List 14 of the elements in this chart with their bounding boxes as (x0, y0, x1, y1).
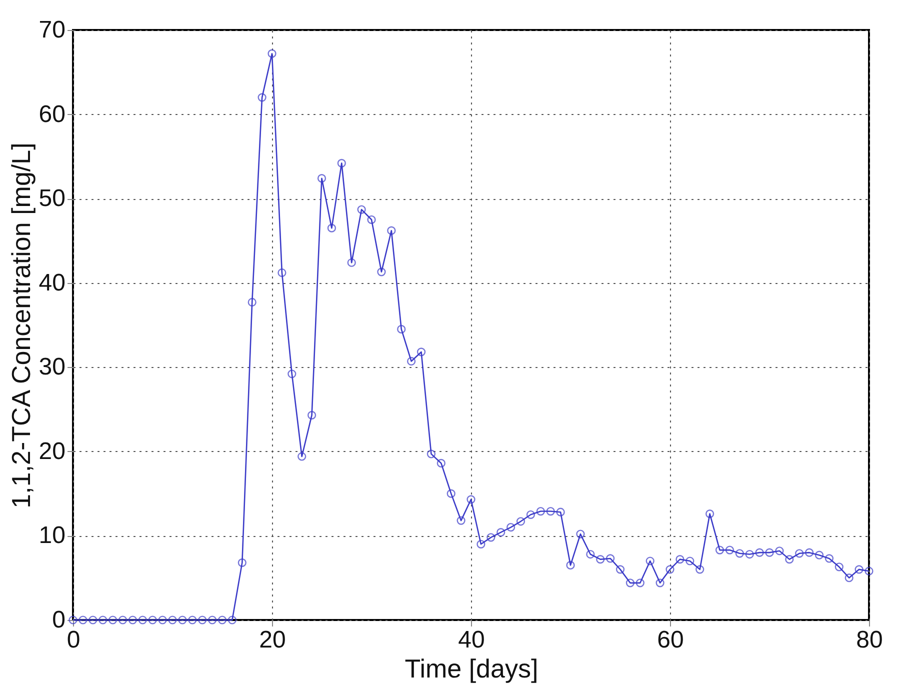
y-axis-title: 1,1,2-TCA Concentration [mg/L] (6, 142, 36, 508)
y-tick-label: 50 (38, 185, 66, 212)
y-tick-label: 40 (38, 269, 66, 296)
x-axis-title: Time [days] (404, 654, 538, 684)
x-tick-label: 60 (657, 626, 684, 654)
y-tick-label: 60 (38, 100, 66, 128)
y-tick-label: 30 (38, 354, 66, 381)
x-tick-label: 20 (259, 626, 286, 654)
x-tick-label: 80 (856, 626, 883, 654)
y-tick-label: 70 (38, 16, 66, 44)
x-tick-label: 40 (458, 626, 485, 654)
y-tick-label: 20 (38, 438, 66, 465)
y-tick-label: 0 (52, 606, 66, 634)
y-tick-label: 10 (38, 522, 66, 550)
